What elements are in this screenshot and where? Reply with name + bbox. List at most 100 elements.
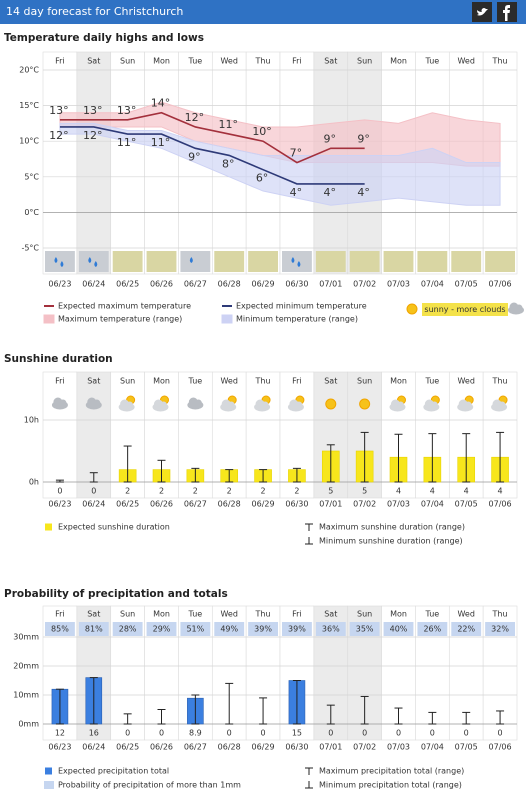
date-label: 06/25 (116, 280, 139, 289)
weekday-label: Sun (120, 57, 135, 66)
data-label: 9° (324, 132, 337, 145)
probability-box (315, 622, 346, 636)
date-label: 07/03 (387, 743, 410, 752)
legend-label: Expected minimum temperature (236, 302, 367, 311)
value-label: 8.9 (189, 729, 202, 738)
weekday-label: Fri (55, 377, 65, 386)
value-label: 2 (159, 487, 164, 496)
data-label: 11° (218, 118, 238, 131)
weekday-label: Sat (324, 610, 337, 619)
rain-drop (54, 257, 58, 263)
legend-marker (305, 523, 313, 531)
data-label: 11° (151, 136, 171, 149)
probability-label: 51% (186, 625, 204, 634)
value-label: 12 (55, 729, 65, 738)
series-line (59, 111, 365, 164)
probability-box (485, 622, 515, 636)
legend-marker (305, 767, 313, 775)
legend-note-box (422, 303, 508, 316)
date-label: 06/30 (285, 743, 308, 752)
legend-label: Expected precipitation total (58, 767, 169, 776)
rain-drop (189, 257, 193, 263)
legend-marker (44, 781, 54, 789)
date-label: 06/26 (150, 280, 173, 289)
data-label: 12° (83, 129, 103, 142)
data-label: 12° (185, 111, 205, 124)
weekday-label: Wed (457, 57, 474, 66)
y-tick-label: 30mm (13, 633, 39, 642)
data-label: 8° (222, 157, 235, 170)
section-title: Temperature daily highs and lows (4, 32, 204, 44)
cloud-icon (464, 401, 472, 409)
probability-label: 29% (153, 625, 171, 634)
legend-marker (43, 314, 55, 324)
header-title: 14 day forecast for Christchurch (6, 5, 183, 18)
cloud-icon (261, 401, 269, 409)
value-label: 2 (193, 487, 198, 496)
cloud-icon (227, 401, 235, 409)
weekday-label: Mon (390, 610, 407, 619)
y-tick-label: 0°C (24, 208, 39, 217)
weekday-label: Mon (153, 377, 170, 386)
weekday-label: Sun (357, 610, 372, 619)
weather-box (451, 251, 482, 272)
y-tick-label: 5°C (24, 172, 39, 181)
legend-label: Minimum sunshine duration (range) (319, 537, 463, 546)
y-tick-label: 0mm (18, 720, 39, 729)
range-band (59, 122, 501, 206)
y-tick-label: 10h (24, 416, 39, 425)
probability-box (78, 622, 109, 636)
legend-marker (221, 314, 233, 324)
weekday-label: Sat (324, 57, 337, 66)
data-label: 12° (49, 129, 69, 142)
value-label: 4 (430, 487, 435, 496)
date-label: 07/06 (489, 500, 512, 509)
sun-icon (325, 398, 337, 410)
date-label: 06/30 (285, 500, 308, 509)
date-label: 07/01 (319, 743, 342, 752)
probability-label: 36% (322, 625, 340, 634)
weekday-label: Thu (255, 57, 271, 66)
date-label: 06/25 (116, 743, 139, 752)
weekday-label: Sun (120, 377, 135, 386)
rain-drop (94, 261, 98, 267)
value-label: 0 (328, 729, 333, 738)
weather-box (78, 251, 109, 272)
weekday-label: Sun (357, 57, 372, 66)
legend-marker (45, 767, 52, 775)
value-label: 0 (125, 729, 130, 738)
section-title: Sunshine duration (4, 353, 113, 365)
weather-box (282, 251, 312, 272)
weekday-label: Sun (357, 377, 372, 386)
legend-label: Minimum precipitation total (range) (319, 781, 462, 790)
weather-box (180, 251, 211, 272)
probability-box (451, 622, 482, 636)
cloud-icon (194, 399, 202, 407)
weekday-label: Mon (390, 377, 407, 386)
rain-drop (297, 261, 301, 267)
weather-box (248, 251, 278, 272)
value-label: 4 (498, 487, 503, 496)
date-label: 06/26 (150, 500, 173, 509)
weather-box (485, 251, 515, 272)
cloud-icon (397, 401, 404, 409)
y-tick-label: 20mm (13, 662, 39, 671)
weather-box (214, 251, 245, 272)
value-label: 2 (125, 487, 130, 496)
value-label: 2 (294, 487, 299, 496)
value-label: 0 (498, 729, 503, 738)
header-bar (0, 0, 526, 24)
legend-marker (45, 523, 52, 531)
date-label: 06/23 (48, 280, 71, 289)
cloud-icon (430, 401, 438, 409)
probability-box (180, 622, 211, 636)
weekday-label: Wed (220, 610, 237, 619)
date-label: 07/02 (353, 500, 376, 509)
data-label: 4° (290, 186, 303, 199)
probability-label: 39% (288, 625, 306, 634)
date-label: 07/04 (421, 743, 444, 752)
weather-box (349, 251, 380, 272)
value-label: 0 (362, 729, 367, 738)
weekday-label: Tue (425, 610, 440, 619)
weather-box (383, 251, 414, 272)
